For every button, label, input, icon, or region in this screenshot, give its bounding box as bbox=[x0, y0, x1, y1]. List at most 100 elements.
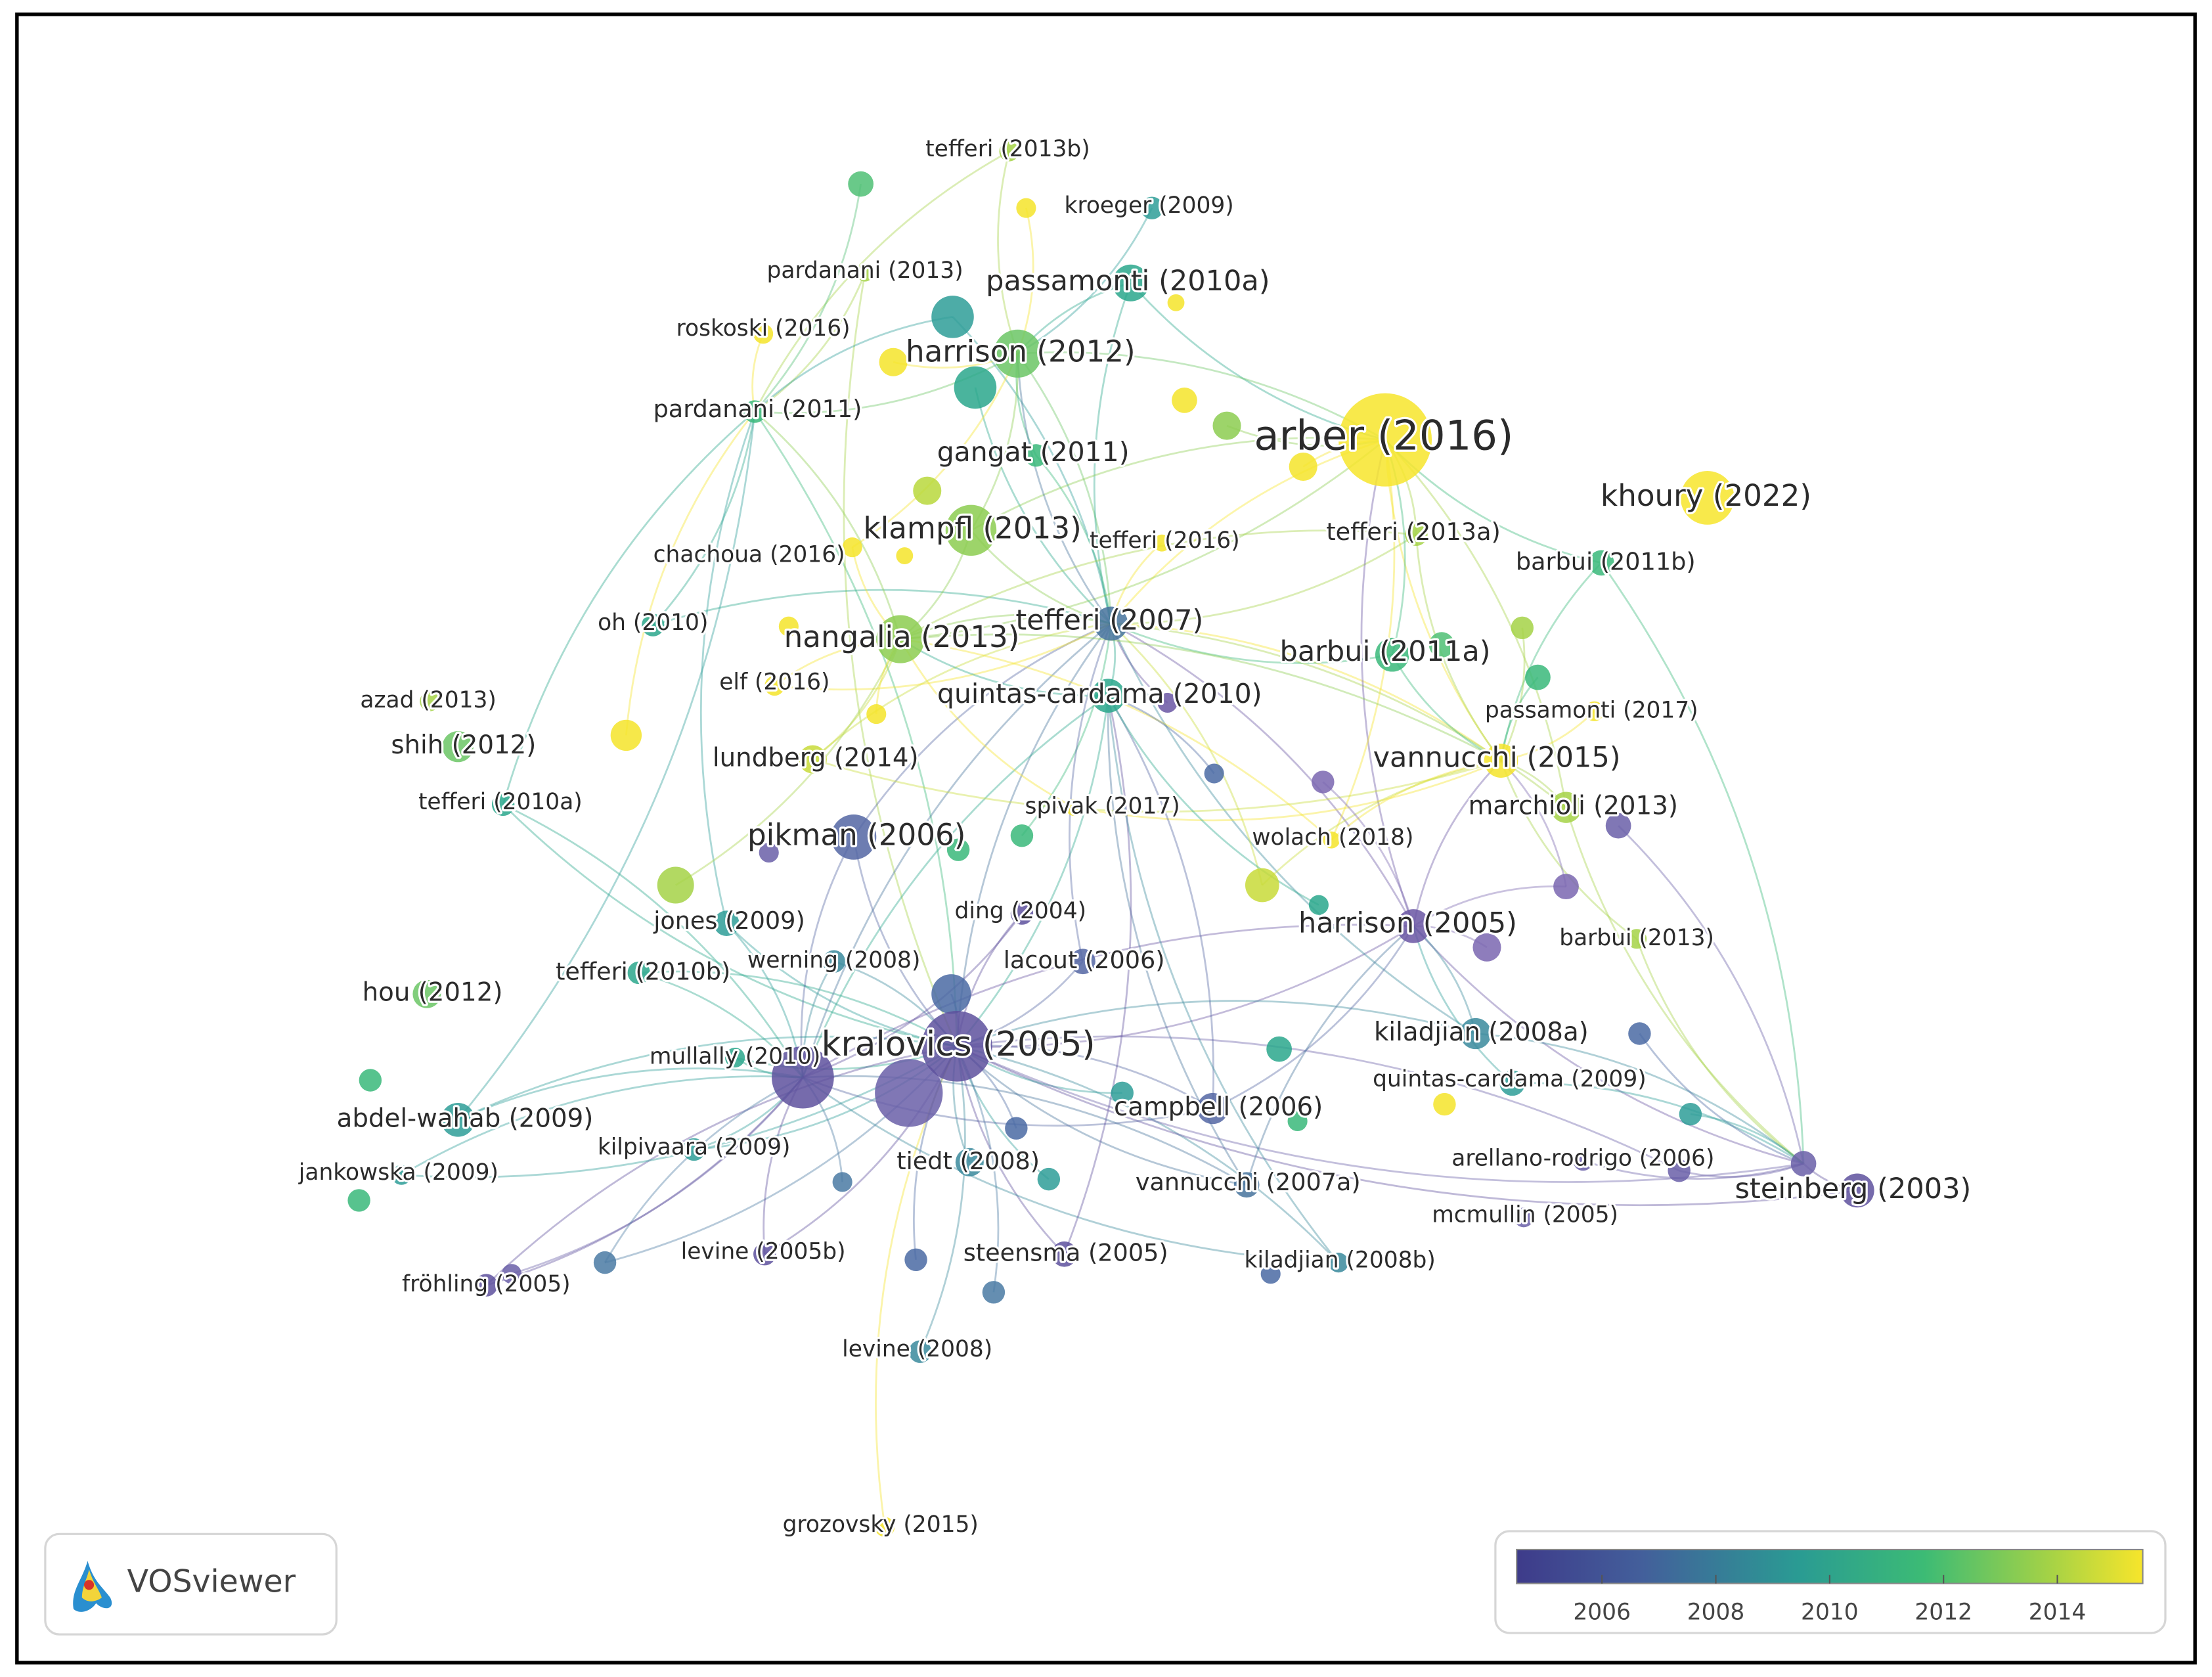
node bbox=[1550, 792, 1582, 823]
edge bbox=[457, 1035, 958, 1121]
edge bbox=[1500, 760, 1567, 887]
node-label: kralovics (2005) bbox=[822, 1025, 1095, 1064]
edge bbox=[956, 695, 1109, 1047]
edge bbox=[638, 970, 958, 1048]
legend-tick-label: 2006 bbox=[1573, 1599, 1631, 1625]
edge bbox=[652, 411, 756, 626]
edge bbox=[1245, 925, 1414, 1186]
node-label: harrison (2005) bbox=[1298, 906, 1517, 939]
node bbox=[875, 1517, 895, 1537]
node bbox=[713, 910, 740, 936]
legend-tick-label: 2008 bbox=[1687, 1599, 1745, 1625]
node-label: klampfl (2013) bbox=[864, 510, 1082, 545]
edge bbox=[900, 638, 1109, 697]
node bbox=[1245, 868, 1279, 903]
node bbox=[921, 1011, 992, 1082]
node-label: kilpivaara (2009) bbox=[598, 1134, 791, 1160]
node-label: vannucchi (2015) bbox=[1373, 741, 1621, 774]
node-label: tefferi (2013a) bbox=[1326, 518, 1500, 546]
node bbox=[1010, 902, 1034, 925]
node bbox=[1266, 1036, 1292, 1062]
node bbox=[842, 537, 862, 558]
labels: tefferi (2013b) kroeger (2009) pardanani (… bbox=[296, 134, 1974, 1540]
node bbox=[1091, 679, 1126, 713]
edge bbox=[900, 633, 1502, 762]
edge bbox=[1069, 623, 1112, 962]
node-label: quintas-cardama (2009) bbox=[1373, 1066, 1647, 1092]
edge bbox=[1412, 760, 1502, 927]
node-label: oh (2010) bbox=[598, 610, 708, 636]
node bbox=[1328, 1253, 1349, 1273]
node bbox=[931, 974, 971, 1014]
node-label: levine (2008) bbox=[842, 1336, 992, 1362]
node bbox=[1094, 606, 1128, 641]
edge bbox=[956, 1045, 1858, 1207]
color-legend: 2006 2008 2010 2012 2014 bbox=[1494, 1530, 2167, 1634]
edge bbox=[1322, 781, 1415, 927]
edge bbox=[852, 623, 1112, 838]
node bbox=[475, 1274, 498, 1297]
node bbox=[1375, 637, 1409, 672]
node bbox=[879, 347, 908, 376]
edge bbox=[1107, 695, 1319, 906]
edge bbox=[754, 411, 958, 1046]
node bbox=[954, 366, 997, 409]
edge bbox=[1391, 654, 1502, 762]
node-label: mcmullin (2005) bbox=[1432, 1202, 1618, 1228]
edge bbox=[1110, 623, 1393, 664]
node-label: marchioli (2013) bbox=[1469, 792, 1678, 821]
node-label: levine (2005b) bbox=[681, 1239, 846, 1265]
edge bbox=[1074, 759, 1502, 822]
node bbox=[1287, 1111, 1308, 1131]
edge bbox=[899, 638, 1075, 809]
node bbox=[955, 1148, 984, 1176]
edge bbox=[851, 353, 1019, 548]
edge bbox=[1110, 439, 1386, 625]
node bbox=[391, 1165, 412, 1185]
node-label: steinberg (2003) bbox=[1735, 1173, 1971, 1205]
edge bbox=[1384, 439, 1502, 761]
node-label: shih (2012) bbox=[391, 730, 536, 760]
node bbox=[1289, 452, 1317, 481]
edge bbox=[753, 150, 1010, 413]
node bbox=[1308, 895, 1329, 915]
edge bbox=[802, 924, 1414, 1079]
node bbox=[1628, 1022, 1651, 1045]
node bbox=[1840, 1173, 1874, 1208]
edge bbox=[1500, 627, 1526, 761]
node-label: tefferi (2016) bbox=[1090, 527, 1240, 554]
node bbox=[876, 615, 925, 663]
node bbox=[866, 704, 887, 725]
node-label: arellano-rodrigo (2006) bbox=[1451, 1146, 1714, 1172]
node bbox=[831, 814, 877, 860]
node bbox=[1111, 1081, 1134, 1105]
edge bbox=[956, 1045, 1247, 1186]
node bbox=[1153, 534, 1170, 552]
node-label: tefferi (2010a) bbox=[418, 789, 583, 815]
node-label: barbui (2013) bbox=[1559, 925, 1714, 951]
edge bbox=[900, 529, 1417, 640]
edge bbox=[802, 1076, 1213, 1127]
edge bbox=[956, 1045, 1340, 1264]
node bbox=[1010, 824, 1034, 847]
edge bbox=[675, 638, 902, 886]
edge bbox=[1412, 926, 1513, 1084]
node bbox=[1260, 1264, 1281, 1284]
edge bbox=[802, 1077, 1339, 1264]
node bbox=[1212, 411, 1241, 440]
node-label: passamonti (2017) bbox=[1485, 697, 1698, 723]
edge bbox=[900, 614, 1111, 640]
node bbox=[1167, 294, 1185, 311]
edge bbox=[812, 622, 1111, 761]
node bbox=[1553, 874, 1579, 900]
edge bbox=[401, 1075, 803, 1176]
node bbox=[1204, 763, 1224, 784]
edge bbox=[900, 439, 1386, 640]
node bbox=[856, 264, 874, 282]
node bbox=[1680, 470, 1735, 525]
node bbox=[822, 950, 845, 973]
edge bbox=[754, 316, 953, 413]
node-label: lacout (2006) bbox=[1004, 946, 1165, 974]
